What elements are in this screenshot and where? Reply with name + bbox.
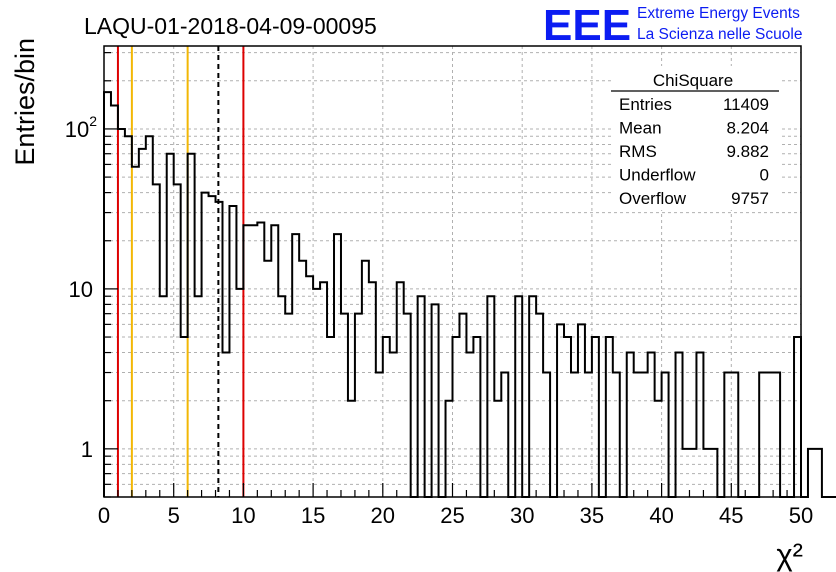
x-tick-label: 25 (440, 503, 464, 528)
x-tick-label: 35 (580, 503, 604, 528)
logo-line-1: Extreme Energy Events (637, 5, 800, 22)
x-tick-label: 30 (510, 503, 534, 528)
stats-box: ChiSquare Entries 11409 Mean 8.204 RMS 9.882 U… (611, 66, 779, 210)
stats-title: ChiSquare (653, 71, 733, 90)
stats-value: 9.882 (726, 142, 769, 161)
x-tick-label: 20 (371, 503, 395, 528)
chart-title: LAQU-01-2018-04-09-00095 (84, 13, 377, 39)
x-tick-label: 40 (649, 503, 673, 528)
histogram-outline (103, 91, 836, 498)
x-tick-label: 10 (231, 503, 255, 528)
x-tick-label: 50 (789, 503, 813, 528)
stats-label: Mean (619, 119, 662, 138)
stats-label: Underflow (619, 166, 696, 185)
y-tick-label: 102 (65, 113, 97, 142)
y-tick-label: 10 (69, 277, 93, 302)
stats-label: Overflow (619, 189, 687, 208)
stats-value: 8.204 (726, 119, 769, 138)
x-axis-label: χ² (776, 537, 803, 572)
stats-label: RMS (619, 142, 657, 161)
logo-line-2: La Scienza nelle Scuole (637, 26, 802, 43)
stats-value: 11409 (723, 95, 769, 114)
x-tick-label: 5 (168, 503, 180, 528)
x-tick-label: 45 (719, 503, 743, 528)
logo-mark: EEE (543, 1, 631, 50)
eee-logo: EEE Extreme Energy Events La Scienza nel… (543, 1, 802, 50)
x-tick-labels: 0 5 10 15 20 25 30 35 40 45 50 (98, 503, 813, 528)
stats-value: 9757 (731, 189, 769, 208)
stats-label: Entries (619, 95, 672, 114)
axis-ticks (103, 52, 802, 498)
y-tick-label: 1 (81, 437, 93, 462)
y-axis-label: Entries/bin (10, 38, 40, 166)
x-tick-label: 15 (301, 503, 325, 528)
stats-value: 0 (760, 166, 769, 185)
x-tick-label: 0 (98, 503, 110, 528)
stats-rows: Entries 11409 Mean 8.204 RMS 9.882 Underflow 0 O… (619, 95, 769, 208)
y-tick-labels: 1 10 102 (65, 113, 97, 462)
stats-box-background (611, 66, 779, 210)
